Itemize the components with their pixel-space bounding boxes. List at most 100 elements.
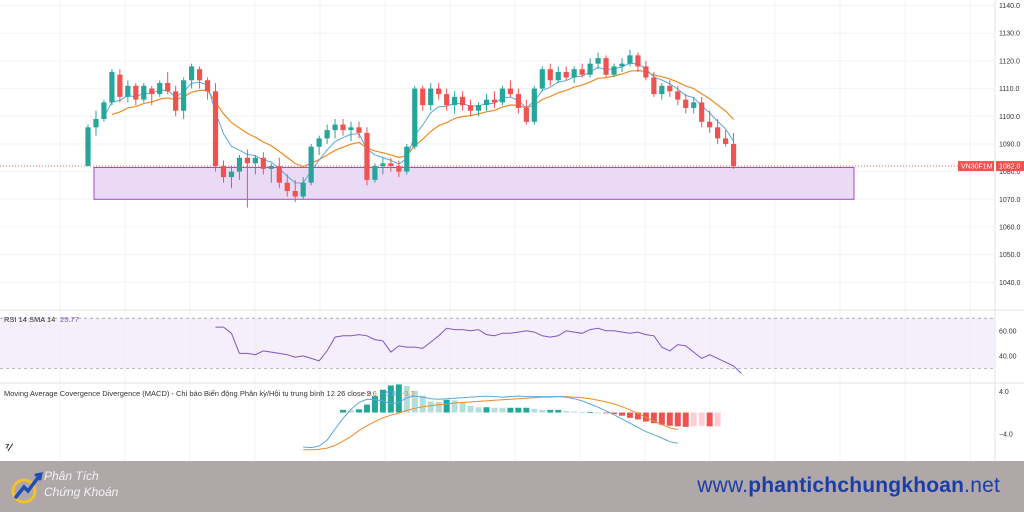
candle — [420, 85, 426, 111]
candle — [651, 71, 657, 97]
macd-histogram-bar — [395, 384, 402, 413]
macd-histogram-bar — [459, 402, 466, 413]
candle-body — [475, 105, 482, 111]
candle — [643, 60, 649, 81]
candle-body — [220, 166, 227, 178]
candle-body — [579, 69, 585, 75]
candle-body — [252, 157, 258, 164]
rsi-tick-label: 60.00 — [999, 328, 1017, 335]
candle — [444, 88, 450, 111]
candle-body — [467, 105, 474, 111]
candle — [675, 85, 681, 106]
chart-area[interactable]: 1140.0 1130.0 1120.0 1110.0 1100.0 1090.0 1080… — [0, 0, 1024, 461]
macd-title: Moving Average Covergence Divergence (MA… — [4, 389, 371, 398]
candle — [428, 83, 434, 111]
website-url[interactable]: www.phantichchungkhoan.net — [697, 474, 1000, 498]
symbol-label: VN30F1M — [961, 164, 993, 171]
candle — [404, 143, 410, 175]
candle — [659, 83, 665, 100]
candle-body — [85, 127, 91, 167]
price-tick-label: 1040.0 — [999, 280, 1021, 287]
price-tick-label: 1090.0 — [999, 141, 1021, 148]
candle-body — [324, 130, 330, 139]
candle-body — [340, 124, 346, 131]
candle-body — [683, 99, 689, 108]
macd-histogram-bar — [611, 412, 618, 415]
candle — [364, 127, 370, 186]
candle — [603, 55, 609, 78]
candle — [173, 85, 179, 117]
price-tick-label: 1050.0 — [999, 252, 1021, 259]
macd-histogram-bar — [690, 412, 697, 427]
macd-tick-label: −4.0 — [999, 431, 1013, 438]
candle-body — [619, 63, 625, 67]
candle-body — [117, 74, 123, 97]
price-tick-label: 1080.0 — [999, 169, 1021, 176]
candle — [300, 177, 306, 200]
macd-histogram-bar — [451, 400, 458, 413]
macd-histogram-bar — [531, 408, 538, 413]
rsi-value: 25.77 — [60, 315, 79, 324]
candle-body — [260, 157, 266, 169]
candle — [619, 58, 625, 72]
candle-body — [356, 127, 362, 133]
candle — [691, 96, 697, 114]
candle-body — [627, 55, 633, 64]
macd-histogram-bar — [387, 385, 394, 413]
candle — [507, 80, 514, 97]
macd-histogram-bar — [603, 412, 610, 414]
candle-body — [667, 85, 673, 92]
candle-body — [611, 66, 617, 75]
macd-histogram-bar — [427, 401, 434, 413]
candle — [268, 163, 274, 183]
price-tick-label: 1130.0 — [999, 31, 1020, 38]
candle — [611, 63, 617, 78]
candle-body — [396, 166, 402, 172]
candle — [563, 66, 569, 81]
website-prefix: www. — [697, 474, 749, 497]
candle-body — [165, 83, 171, 92]
candle — [292, 179, 298, 203]
candle — [635, 52, 641, 72]
macd-histogram-bar — [475, 407, 482, 413]
candle-body — [149, 88, 155, 95]
candle — [396, 160, 402, 178]
candle-body — [595, 58, 601, 64]
candle-body — [228, 171, 235, 178]
candle — [667, 80, 673, 97]
candle-body — [284, 182, 290, 191]
candle-body — [93, 119, 99, 128]
website-main: phantichchungkhoan — [748, 474, 965, 497]
candle-body — [523, 107, 529, 122]
rsi-line — [215, 326, 742, 374]
macd-histogram-bar — [363, 404, 370, 413]
macd-histogram-bar — [666, 412, 673, 426]
macd-histogram-bar — [698, 412, 705, 426]
candle — [723, 130, 729, 147]
candle-body — [372, 166, 378, 180]
candle — [165, 71, 171, 95]
candle-body — [157, 83, 163, 95]
candle — [189, 63, 195, 89]
macd-histogram-bar — [515, 407, 522, 413]
candle-body — [452, 96, 458, 106]
candle — [730, 132, 737, 169]
candle — [220, 160, 227, 183]
candle-body — [404, 146, 410, 172]
candle-body — [555, 71, 561, 81]
candle-body — [571, 69, 577, 78]
candle-body — [173, 91, 179, 111]
support-zone-rectangle — [93, 166, 855, 200]
candle-body — [643, 66, 649, 78]
candle-body — [715, 127, 721, 139]
brand-name-line2: Chứng Khoán — [44, 485, 119, 499]
candle — [308, 143, 314, 186]
candle-body — [332, 124, 338, 131]
candle-body — [236, 157, 243, 172]
candle-body — [212, 91, 219, 167]
candle-body — [300, 182, 306, 197]
candle-body — [412, 88, 418, 147]
trading-chart[interactable]: 1140.0 1130.0 1120.0 1110.0 1100.0 1090.0 1080… — [0, 0, 1024, 461]
candle — [356, 121, 362, 139]
candle — [260, 152, 266, 175]
